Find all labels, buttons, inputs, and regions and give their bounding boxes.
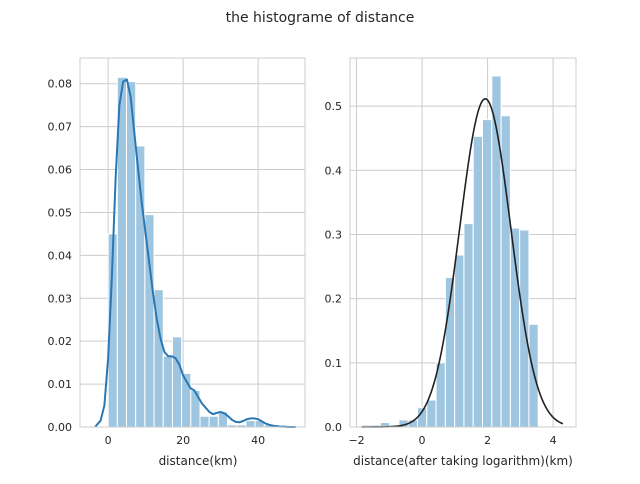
y-tick-label: 0.07	[48, 121, 73, 134]
x-tick-label: 2	[484, 434, 491, 447]
histogram-bar	[454, 254, 465, 428]
y-tick-label: 0.04	[48, 249, 73, 262]
y-tick-label: 0.00	[48, 421, 73, 434]
histogram-bar	[528, 323, 539, 428]
histogram-bar	[482, 119, 493, 428]
y-tick-label: 0.1	[325, 357, 343, 370]
histogram-bar	[208, 415, 219, 428]
x-tick-label: 0	[419, 434, 426, 447]
y-tick-label: 0.4	[325, 164, 343, 177]
x-tick-label: 40	[251, 434, 265, 447]
y-tick-label: 0.06	[48, 164, 73, 177]
normal-fit-curve	[361, 98, 564, 428]
histogram-bar	[245, 420, 256, 428]
y-tick-label: 0.5	[325, 100, 343, 113]
x-tick-label: 20	[176, 434, 190, 447]
y-tick-label: 0.01	[48, 378, 73, 391]
right-histogram-panel: 0.0 0.1 0.2 0.3 0.4 0.5 −2 0 2 4 distance(after t…	[325, 57, 577, 468]
right-x-axis-label: distance(after taking logarithm)(km)	[353, 454, 573, 468]
y-tick-label: 0.08	[48, 78, 73, 91]
kde-curve	[94, 78, 296, 428]
y-tick-label: 0.02	[48, 335, 73, 348]
histogram-bar	[162, 355, 173, 428]
histogram-bar	[199, 415, 210, 428]
axes-frame	[79, 57, 306, 428]
x-tick-label: 0	[105, 434, 112, 447]
figure-title: the histograme of distance	[226, 10, 415, 26]
y-tick-label: 0.0	[325, 421, 343, 434]
left-x-axis-label: distance(km)	[159, 454, 238, 468]
histogram-bar	[171, 336, 183, 428]
y-tick-label: 0.05	[48, 206, 73, 219]
y-tick-label: 0.03	[48, 292, 73, 305]
histogram-bar	[426, 399, 437, 428]
histogram-bar	[472, 135, 484, 428]
axes-frame	[349, 57, 577, 428]
x-tick-label: −2	[348, 434, 364, 447]
histogram-bar	[463, 223, 474, 428]
x-tick-label: 4	[550, 434, 557, 447]
y-tick-label: 0.3	[325, 228, 343, 241]
left-histogram-panel: 0.00 0.01 0.02 0.03 0.04 0.05 0.06 0.07 0.08 0 20 4…	[48, 57, 306, 468]
y-tick-label: 0.2	[325, 293, 343, 306]
